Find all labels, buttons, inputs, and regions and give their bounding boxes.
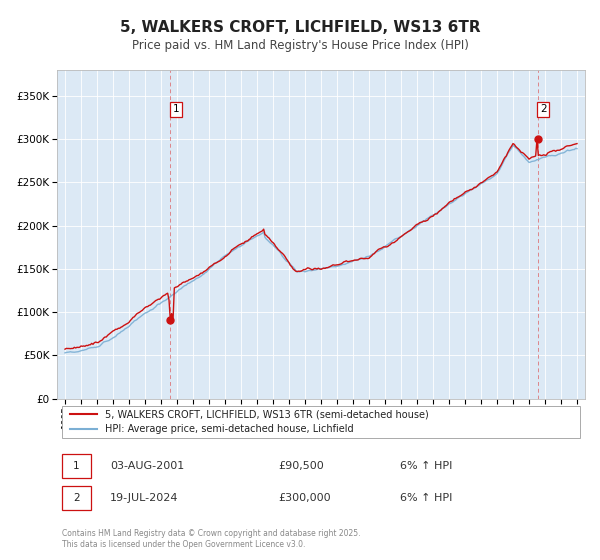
FancyBboxPatch shape <box>62 406 580 437</box>
Text: £90,500: £90,500 <box>279 461 325 471</box>
Text: 2: 2 <box>540 104 547 114</box>
Text: 1: 1 <box>73 461 80 471</box>
FancyBboxPatch shape <box>62 486 91 510</box>
Text: 5, WALKERS CROFT, LICHFIELD, WS13 6TR: 5, WALKERS CROFT, LICHFIELD, WS13 6TR <box>119 21 481 35</box>
Text: 6% ↑ HPI: 6% ↑ HPI <box>400 493 452 503</box>
Text: 1: 1 <box>173 104 179 114</box>
Text: HPI: Average price, semi-detached house, Lichfield: HPI: Average price, semi-detached house,… <box>104 424 353 435</box>
Text: 5, WALKERS CROFT, LICHFIELD, WS13 6TR (semi-detached house): 5, WALKERS CROFT, LICHFIELD, WS13 6TR (s… <box>104 409 428 419</box>
FancyBboxPatch shape <box>62 454 91 478</box>
Text: £300,000: £300,000 <box>279 493 331 503</box>
Text: 19-JUL-2024: 19-JUL-2024 <box>110 493 178 503</box>
Text: 2: 2 <box>73 493 80 503</box>
Text: 6% ↑ HPI: 6% ↑ HPI <box>400 461 452 471</box>
Text: 03-AUG-2001: 03-AUG-2001 <box>110 461 184 471</box>
Text: Contains HM Land Registry data © Crown copyright and database right 2025.
This d: Contains HM Land Registry data © Crown c… <box>62 530 361 549</box>
Text: Price paid vs. HM Land Registry's House Price Index (HPI): Price paid vs. HM Land Registry's House … <box>131 39 469 53</box>
